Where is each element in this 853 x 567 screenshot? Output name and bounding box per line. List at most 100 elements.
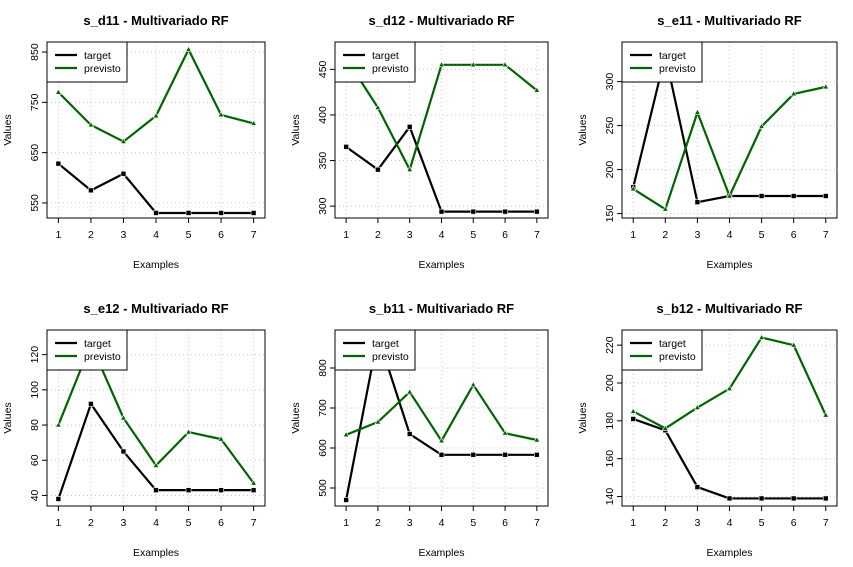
x-tick-label: 3 (121, 229, 127, 241)
data-point-target (55, 496, 62, 502)
y-tick-label: 350 (317, 152, 329, 170)
chart-panel-6: 1 2 3 4 5 6 7 140 160 180 200 220 s_b12 - Multivaria… (577, 301, 838, 559)
data-point-target (153, 210, 159, 216)
x-tick-label: 7 (251, 229, 257, 241)
data-point-previsto (469, 60, 477, 68)
series-group (629, 333, 830, 502)
data-point-previsto (533, 86, 541, 93)
x-tick-label: 6 (791, 517, 797, 529)
data-point-previsto (758, 333, 765, 340)
chart-panel-5: 1 2 3 4 5 6 7 500 600 700 800 s_b11 - Multivariado … (290, 301, 549, 559)
x-tick-label: 7 (823, 517, 829, 529)
legend-label-previsto: previsto (372, 351, 409, 363)
legend-box (334, 41, 416, 83)
legend-box (621, 41, 703, 83)
data-point-previsto (406, 388, 414, 395)
data-point-target (250, 487, 257, 493)
data-point-previsto (120, 414, 127, 421)
data-point-previsto (217, 111, 225, 118)
y-tick-label: 650 (29, 144, 41, 162)
x-tick-label: 3 (407, 517, 413, 529)
data-point-target (790, 495, 797, 502)
x-tick-label: 2 (88, 229, 94, 241)
y-tick-label: 150 (604, 205, 616, 223)
y-tick-label: 220 (604, 336, 616, 354)
x-tick-label: 2 (88, 517, 94, 529)
data-point-target (438, 451, 445, 458)
x-tick-label: 6 (218, 229, 224, 241)
x-tick-label: 2 (662, 229, 668, 241)
data-point-previsto (726, 192, 733, 199)
x-tick-label: 4 (727, 229, 733, 241)
data-point-previsto (629, 407, 637, 414)
data-point-previsto (438, 436, 445, 444)
data-point-target (790, 193, 797, 199)
y-axis-label: Values (290, 402, 302, 433)
data-point-previsto (152, 461, 160, 468)
data-point-previsto (629, 185, 637, 192)
x-tick-label: 1 (343, 229, 349, 241)
data-point-previsto (185, 45, 192, 52)
y-tick-label: 700 (317, 399, 329, 417)
data-point-previsto (55, 88, 62, 95)
data-point-target (470, 208, 477, 215)
legend-label-target: target (84, 50, 111, 62)
x-tick-label: 4 (439, 517, 445, 529)
x-tick-label: 6 (502, 229, 508, 241)
x-tick-label: 7 (534, 229, 540, 241)
x-tick-label: 6 (791, 229, 797, 241)
data-point-target (822, 495, 829, 502)
data-point-target (438, 208, 445, 215)
legend-label-target: target (84, 338, 111, 350)
data-point-target (534, 208, 540, 215)
data-point-previsto (501, 60, 509, 68)
y-axis-label: Values (577, 402, 589, 433)
y-tick-label: 550 (29, 194, 41, 212)
y-tick-label: 450 (317, 60, 329, 78)
legend-label-previsto: previsto (84, 63, 121, 75)
data-point-target (470, 451, 477, 458)
x-axis-label: Examples (133, 259, 179, 271)
legend-label-previsto: previsto (372, 63, 409, 75)
chart-title: s_d11 - Multivariado RF (83, 13, 228, 28)
data-point-target (218, 210, 224, 216)
data-point-target (406, 124, 413, 130)
x-tick-label: 2 (375, 229, 381, 241)
data-point-previsto (55, 421, 62, 428)
data-point-target (822, 193, 829, 199)
y-axis-label: Values (290, 114, 302, 145)
legend-box (621, 329, 703, 371)
chart-title: s_e12 - Multivariado RF (83, 301, 228, 316)
x-tick-label: 2 (662, 517, 668, 529)
data-point-previsto (250, 479, 257, 486)
data-point-previsto (790, 341, 797, 348)
data-point-target (406, 431, 413, 437)
chart-panel-3: 1 2 3 4 5 6 7 150 200 250 300 s_e11 - Multivariado … (577, 13, 838, 271)
data-point-target (88, 401, 94, 407)
x-tick-label: 5 (759, 229, 765, 241)
legend-box (334, 329, 416, 371)
x-tick-label: 7 (823, 229, 829, 241)
data-point-previsto (374, 418, 382, 425)
series-group (342, 54, 541, 215)
data-point-previsto (662, 205, 669, 212)
y-tick-label: 100 (29, 381, 41, 399)
data-point-previsto (694, 403, 701, 410)
x-tick-label: 1 (55, 517, 61, 529)
data-point-target (153, 487, 159, 493)
x-tick-label: 6 (502, 517, 508, 529)
data-point-target (758, 495, 765, 502)
legend-box (46, 329, 128, 371)
y-tick-label: 200 (604, 161, 616, 179)
y-tick-label: 40 (29, 489, 41, 501)
data-point-previsto (250, 119, 257, 126)
y-tick-label: 300 (604, 73, 616, 91)
data-point-target (694, 199, 701, 205)
y-tick-label: 60 (29, 454, 41, 466)
